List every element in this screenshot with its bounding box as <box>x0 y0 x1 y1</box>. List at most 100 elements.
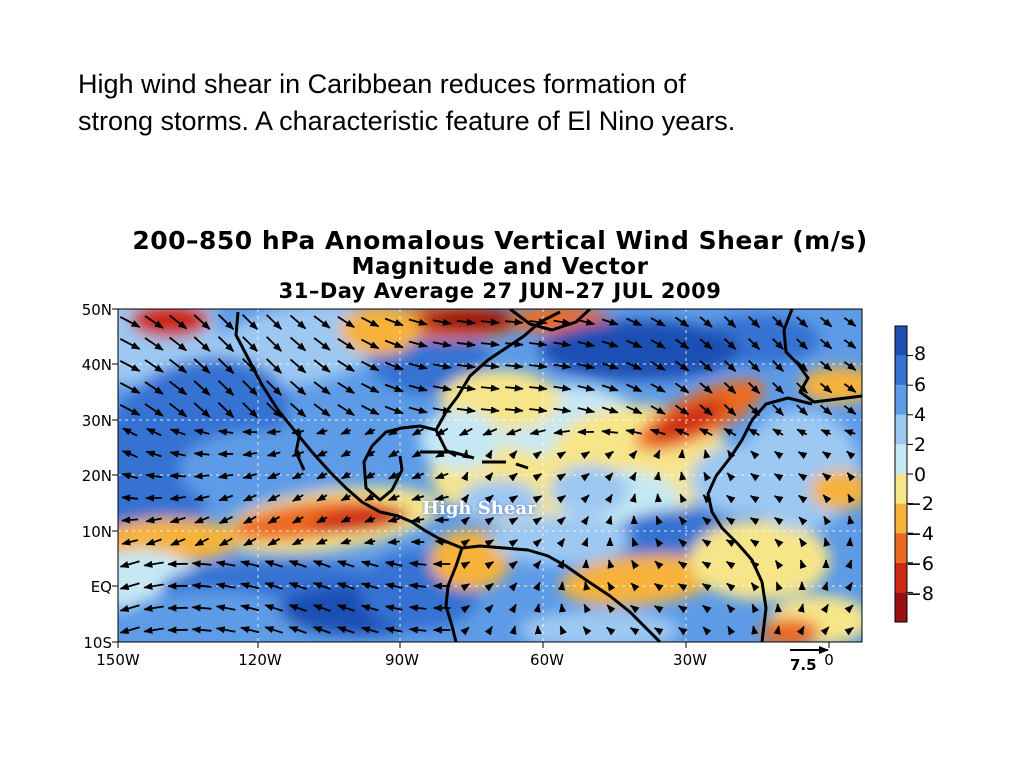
wind-vector <box>505 406 524 414</box>
wind-vector <box>650 317 666 327</box>
wind-vector <box>796 404 808 416</box>
wind-vector <box>678 516 688 526</box>
wind-vector <box>360 338 380 350</box>
wind-vector <box>775 581 783 592</box>
wind-vector <box>340 515 351 523</box>
wind-vector <box>461 449 469 459</box>
wind-vector <box>773 625 781 635</box>
lat-label-10s: 10S <box>83 634 112 652</box>
wind-vector <box>655 515 663 526</box>
wind-vector <box>820 626 830 636</box>
wind-vector <box>242 358 258 374</box>
wind-vector <box>798 516 808 526</box>
wind-vector <box>652 449 661 460</box>
wind-vector <box>484 472 494 482</box>
wind-vector <box>773 450 784 460</box>
wind-vector <box>169 402 188 418</box>
wind-vector <box>844 581 853 592</box>
colorbar-label-minus8: −8 <box>906 583 935 605</box>
wind-vector <box>774 538 784 548</box>
wind-vector <box>750 560 760 570</box>
wind-vector <box>194 516 210 524</box>
wind-vector <box>649 428 666 436</box>
wind-vector <box>460 604 471 614</box>
shear-region <box>520 610 680 642</box>
wind-vector <box>650 339 666 349</box>
wind-vector <box>604 493 613 504</box>
wind-vector <box>119 404 141 416</box>
wind-vector <box>434 472 449 480</box>
colorbar-swatch <box>895 562 907 593</box>
figure-subtitle: Magnitude and Vector <box>351 254 649 280</box>
wind-vector <box>606 604 616 614</box>
wind-vector <box>169 358 188 374</box>
wind-vector <box>796 428 808 437</box>
wind-vector <box>674 360 690 372</box>
wind-vector <box>556 516 566 526</box>
wind-vector <box>384 405 404 415</box>
wind-vector <box>460 494 470 504</box>
lon-label-90w: 90W <box>385 651 419 669</box>
wind-vector <box>580 494 590 504</box>
wind-vector <box>559 625 567 636</box>
wind-vector <box>145 427 162 437</box>
wind-vector <box>122 427 138 437</box>
shear-region <box>550 465 630 515</box>
wind-vector <box>215 582 236 590</box>
slide-text: High wind shear in Caribbean reduces for… <box>78 66 958 141</box>
wind-vector <box>242 450 257 458</box>
wind-vector <box>846 450 856 460</box>
wind-vector <box>360 560 379 568</box>
wind-vector <box>847 515 855 525</box>
wind-vector <box>312 582 331 590</box>
wind-vector <box>384 339 404 349</box>
wind-vector <box>557 559 565 570</box>
wind-vector <box>529 406 548 414</box>
wind-vector <box>484 625 493 636</box>
wind-vector <box>703 449 711 459</box>
wind-vector <box>702 516 712 526</box>
wind-vector <box>846 537 854 547</box>
colorbar-label-2: 2 <box>914 434 927 456</box>
wind-vector <box>843 361 857 371</box>
lat-label-10n: 10N <box>81 523 112 541</box>
wind-vector <box>144 359 164 373</box>
shear-region <box>810 470 862 510</box>
wind-vector <box>577 318 596 326</box>
wind-vector <box>505 428 522 436</box>
wind-vector <box>650 405 666 415</box>
wind-vector <box>337 360 355 372</box>
wind-vector <box>460 516 470 526</box>
wind-vector <box>631 559 640 570</box>
colorbar-swatch <box>895 326 907 356</box>
slide-text-line-1: High wind shear in Caribbean reduces for… <box>78 69 686 99</box>
wind-vector <box>288 626 307 634</box>
wind-vector <box>340 427 352 435</box>
wind-vector <box>532 517 543 526</box>
wind-vector <box>482 428 498 436</box>
wind-vector <box>191 604 212 612</box>
wind-vector <box>723 338 737 350</box>
wind-vector <box>432 362 452 370</box>
high-shear-label: High Shear <box>422 498 537 519</box>
wind-vector <box>703 471 712 482</box>
wind-vector <box>360 316 380 328</box>
wind-vector <box>169 450 186 458</box>
wind-vector <box>747 382 761 394</box>
wind-vector <box>432 340 452 348</box>
wind-vector <box>169 314 188 330</box>
wind-vector <box>601 384 619 392</box>
lat-label-50n: 50N <box>81 301 112 319</box>
colorbar-label-minus6: −6 <box>906 553 935 575</box>
wind-vector <box>145 516 162 524</box>
wind-vector <box>772 404 784 416</box>
wind-vector <box>143 626 164 634</box>
lon-label-150w: 150W <box>96 651 140 669</box>
wind-vector <box>749 517 760 526</box>
wind-vector <box>606 626 616 636</box>
wind-vector <box>387 515 400 523</box>
lat-label-40n: 40N <box>81 356 112 374</box>
wind-vector <box>626 361 643 371</box>
wind-vector <box>291 537 304 546</box>
wind-vector <box>264 560 283 568</box>
